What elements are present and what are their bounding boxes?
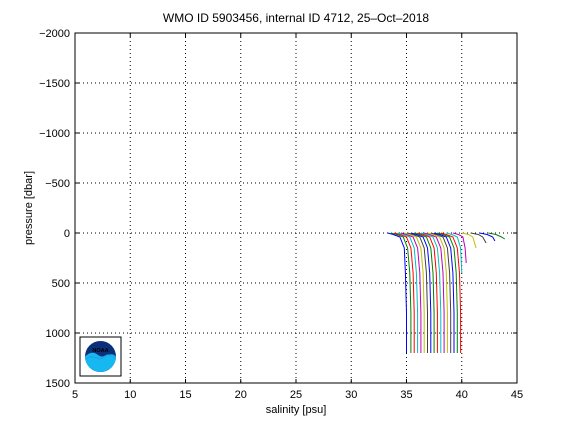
- y-axis-label: pressure [dbar]: [23, 171, 35, 245]
- salinity-profile-line: [404, 232, 425, 353]
- axis-ticks: [74, 32, 518, 384]
- salinity-profile-line: [424, 232, 445, 353]
- x-tick-label: 5: [72, 389, 78, 401]
- salinity-profile-line: [479, 232, 496, 242]
- salinity-profile-line: [461, 232, 477, 249]
- x-tick-label: 10: [124, 389, 136, 401]
- salinity-profile-line: [433, 232, 455, 353]
- y-tick-label: 1500: [46, 378, 70, 390]
- salinity-profile-line: [417, 232, 438, 353]
- x-tick-label: 25: [290, 389, 302, 401]
- logo-text: NOAA: [92, 348, 108, 354]
- logo-wave: [85, 354, 116, 360]
- salinity-profile-line: [437, 232, 458, 353]
- salinity-profile-line: [420, 232, 442, 353]
- x-tick-labels: 5 10 15 20 25 30 35 40 45: [72, 389, 523, 401]
- y-tick-label: −500: [45, 178, 70, 190]
- salinity-profile-line: [400, 232, 422, 353]
- salinity-profile-line: [452, 232, 467, 264]
- salinity-profile-line: [427, 232, 448, 353]
- y-tick-label: 1000: [46, 328, 70, 340]
- x-axis-label: salinity [psu]: [266, 404, 327, 416]
- salinity-profile-line: [414, 232, 435, 353]
- y-tick-label: −1000: [39, 128, 70, 140]
- noaa-logo: NOAA: [79, 336, 122, 377]
- profile-series: [387, 232, 506, 353]
- salinity-profile-line: [488, 232, 506, 240]
- x-tick-label: 15: [179, 389, 191, 401]
- x-tick-label: 40: [456, 389, 468, 401]
- salinity-profile-line: [387, 232, 407, 353]
- y-tick-label: 0: [64, 228, 70, 240]
- salinity-profile-line: [397, 232, 419, 353]
- salinity-profile-line: [470, 232, 487, 244]
- plot-area: [387, 232, 506, 353]
- salinity-profile-line: [446, 232, 463, 274]
- y-tick-labels: −2000 −1500 −1000 −500 0 500 1000 1500: [39, 28, 70, 390]
- y-tick-label: −2000: [39, 28, 70, 40]
- x-tick-label: 35: [400, 389, 412, 401]
- salinity-profile-line: [390, 232, 412, 353]
- salinity-profile-line: [440, 232, 462, 353]
- x-tick-label: 20: [235, 389, 247, 401]
- salinity-profile-line: [394, 232, 415, 353]
- chart-title: WMO ID 5903456, internal ID 4712, 25–Oct…: [163, 11, 429, 25]
- y-tick-label: −1500: [39, 78, 70, 90]
- salinity-profile-line: [407, 232, 428, 353]
- y-tick-label: 500: [52, 278, 70, 290]
- x-tick-label: 30: [345, 389, 357, 401]
- salinity-profile-line: [410, 232, 432, 353]
- salinity-profile-line: [430, 232, 452, 353]
- x-tick-label: 45: [511, 389, 523, 401]
